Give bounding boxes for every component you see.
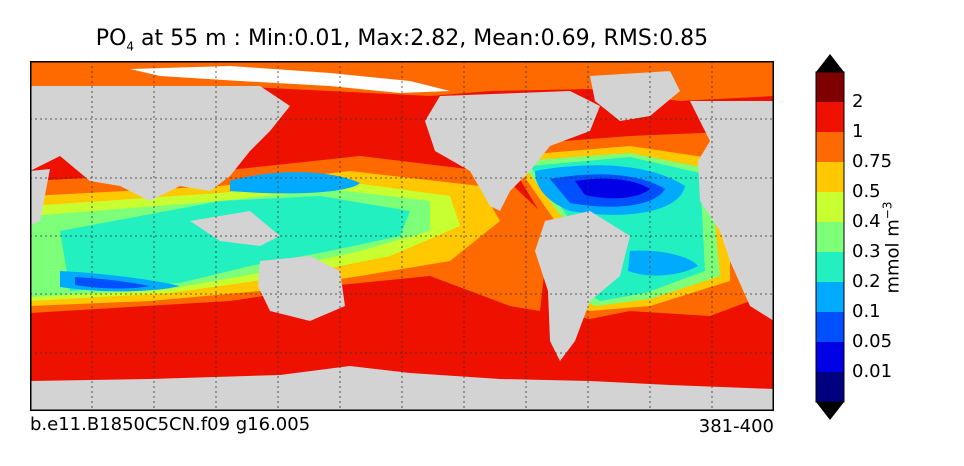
unit-text: mmol m [882, 219, 904, 294]
title-prefix: PO [95, 26, 127, 51]
colorbar-segment [816, 282, 844, 312]
north-america-land [425, 91, 600, 211]
indopacific-band-cyan [60, 196, 410, 291]
colorbar-segment [816, 192, 844, 222]
colorbar-segment [816, 252, 844, 282]
south-america-land [535, 211, 630, 361]
colorbar-tick-label: 0.1 [852, 301, 881, 322]
colorbar-unit: mmol m−3 [881, 188, 904, 308]
colorbar-tick-label: 0.4 [852, 211, 881, 232]
south-indian-deep-blue [75, 277, 150, 289]
colorbar-tick-label: 2 [852, 91, 864, 112]
colorbar-segment [816, 132, 844, 162]
title-suffix: at 55 m : Min:0.01, Max:2.82, Mean:0.69,… [134, 26, 709, 51]
colorbar-tick-label: 0.3 [852, 241, 881, 262]
graticule [30, 61, 774, 411]
year-range: 381-400 [698, 416, 774, 437]
greenland-land [590, 71, 680, 121]
colorbar-segment [816, 222, 844, 252]
case-name: b.e11.B1850C5CN.f09 g16.005 [30, 414, 311, 435]
europe-africa-land [690, 101, 774, 321]
colorbar-overflow-arrow [816, 54, 844, 72]
north-pacific-blue [230, 172, 360, 194]
colorbar-tick-label: 1 [852, 121, 864, 142]
colorbar-tick-label: 0.01 [852, 361, 893, 382]
unit-exponent: −3 [880, 201, 895, 220]
colorbar-segment [816, 312, 844, 342]
eurasia-land [30, 86, 290, 201]
colorbar-tick-label: 0.75 [852, 151, 893, 172]
ocean-map [30, 61, 774, 411]
colorbar [815, 54, 845, 420]
map-frame [30, 61, 774, 411]
colorbar-segment [816, 102, 844, 132]
colorbar-segment [816, 372, 844, 402]
map-title: PO4 at 55 m : Min:0.01, Max:2.82, Mean:0… [30, 26, 774, 53]
title-subscript: 4 [126, 39, 135, 54]
western-africa-land [30, 169, 50, 226]
sargasso-deep-blue [575, 178, 650, 199]
maritime-continent-land [190, 211, 280, 246]
colorbar-segment [816, 72, 844, 102]
south-atlantic-blue [628, 250, 698, 276]
colorbar-tick-label: 0.05 [852, 331, 893, 352]
colorbar-tick-label: 0.5 [852, 181, 881, 202]
colorbar-segment [816, 162, 844, 192]
colorbar-tick-label: 0.2 [852, 271, 881, 292]
arctic-sea-ice [130, 66, 450, 93]
australia-land [258, 256, 345, 321]
colorbar-underflow-arrow [816, 402, 844, 420]
colorbar-frame [815, 71, 845, 403]
colorbar-segment [816, 342, 844, 372]
